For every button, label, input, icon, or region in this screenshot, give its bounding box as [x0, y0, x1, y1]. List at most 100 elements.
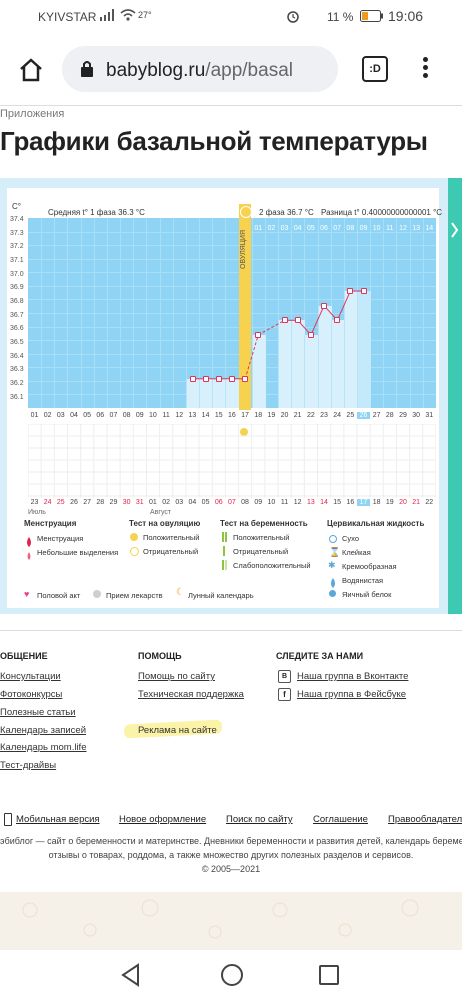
cycle-day-label: 29 [399, 412, 407, 419]
tabs-icon[interactable]: :D [362, 56, 388, 82]
temperature-bar[interactable] [278, 320, 293, 408]
temperature-point[interactable] [255, 331, 262, 338]
link-agreement[interactable]: Соглашение [313, 814, 368, 825]
legend-cervical-creamy: Кремообразная [342, 562, 397, 571]
link-copyright-holders[interactable]: Правообладателя [388, 814, 462, 825]
temperature-point[interactable] [215, 375, 222, 382]
y-tick-label: 36.4 [10, 352, 24, 360]
legend-spotting: Небольшие выделения [37, 548, 119, 557]
cycle-day-label: 12 [175, 412, 184, 419]
footer-link-support[interactable]: Техническая поддержка [138, 689, 244, 700]
menu-icon[interactable] [420, 54, 430, 84]
date-label: 12 [293, 499, 302, 506]
y-tick-label: 37.4 [10, 216, 24, 223]
cycle-day-label: 23 [320, 412, 328, 419]
temperature-bar[interactable] [304, 334, 319, 408]
chart-scroll-edge[interactable] [448, 178, 462, 614]
breadcrumb[interactable]: Приложения [0, 108, 65, 120]
temperature-point[interactable] [242, 375, 249, 382]
temperature-point[interactable] [294, 317, 301, 324]
temperature-point[interactable] [228, 375, 235, 382]
footer-col3-title: СЛЕДИТЕ ЗА НАМИ [276, 651, 364, 661]
temperature-bar[interactable] [343, 291, 358, 408]
temperature-bar[interactable] [317, 305, 332, 408]
pill-icon [93, 590, 101, 598]
home-nav-icon[interactable] [220, 963, 244, 992]
footer-link-facebook[interactable]: Наша группа в Фейсбуке [297, 689, 407, 700]
footer-link-photo-contests[interactable]: Фотоконкурсы [0, 689, 63, 700]
post-ovulation-day-label: 01 [254, 225, 263, 232]
url-text[interactable]: babyblog.ru/app/basal [106, 60, 322, 82]
temperature-bar[interactable] [212, 378, 227, 408]
ovulation-test-dot [240, 428, 248, 436]
y-tick-label: 36.6 [10, 325, 24, 333]
temperature-point[interactable] [321, 302, 328, 309]
cycle-day-label: 02 [43, 412, 52, 419]
temperature-point[interactable] [307, 331, 314, 338]
home-icon[interactable] [18, 58, 44, 87]
status-bar: KYIVSTAR 27° 11 % 19:06 [0, 0, 462, 34]
signal-icon [100, 9, 116, 24]
date-label: 25 [56, 499, 65, 506]
grid-line [28, 326, 436, 328]
moon-icon: ☾ [176, 587, 185, 598]
temperature-bar[interactable] [291, 320, 306, 408]
legend-intercourse: Половой акт [37, 591, 81, 600]
cycle-day-label: 31 [425, 412, 434, 419]
temperature-point[interactable] [202, 375, 209, 382]
temperature-bar[interactable] [251, 334, 266, 408]
post-ovulation-day-label: 10 [372, 225, 381, 232]
battery-percent: 11 % [327, 10, 354, 24]
date-label: 28 [96, 499, 105, 506]
footer-pattern [0, 892, 462, 950]
recents-nav-icon[interactable] [318, 964, 340, 991]
page-title: Графики базальной температуры [0, 126, 428, 156]
cycle-day-label: 01 [30, 412, 39, 419]
date-label: 14 [320, 499, 328, 506]
link-new-design[interactable]: Новое оформление [119, 814, 207, 825]
footer-link-help[interactable]: Помощь по сайту [138, 671, 215, 682]
temperature-bar[interactable] [185, 378, 201, 408]
date-label: 22 [425, 499, 434, 506]
footer-link-momlife[interactable]: Календарь mom.life [0, 742, 87, 753]
address-bar[interactable] [62, 46, 338, 92]
temperature-bar[interactable] [225, 378, 240, 408]
cycle-day-label: 28 [385, 412, 394, 419]
footer-link-test-drives[interactable]: Тест-драйвы [0, 760, 57, 771]
grid-line [28, 353, 436, 355]
cycle-day-label: 14 [201, 412, 210, 419]
temperature-point[interactable] [334, 317, 341, 324]
negative-ovulation-icon [130, 547, 139, 556]
cycle-day-label: 24 [333, 412, 342, 419]
date-label: 09 [254, 499, 263, 506]
alarm-icon [286, 9, 300, 26]
footer-link-vk[interactable]: Наша группа в Вконтакте [297, 671, 409, 682]
temperature-point[interactable] [347, 288, 354, 295]
footer-link-consultations[interactable]: Консультации [0, 671, 61, 682]
temperature-point[interactable] [360, 288, 367, 295]
footer-link-ads[interactable]: Реклама на сайте [138, 725, 217, 736]
link-mobile-version[interactable]: Мобильная версия [16, 814, 100, 825]
back-nav-icon[interactable] [120, 963, 142, 992]
post-ovulation-day-label: 03 [280, 225, 289, 232]
temperature-bar[interactable] [330, 320, 345, 408]
temperature-point[interactable] [281, 317, 288, 324]
date-label: 18 [372, 499, 381, 506]
phase1-label: Средняя t° 1 фаза 36.3 °С [48, 208, 145, 217]
temperature-bar[interactable] [199, 378, 214, 408]
y-tick-label: 37.2 [10, 243, 24, 251]
cycle-day-label: 20 [280, 412, 289, 419]
post-ovulation-day-label: 11 [386, 225, 394, 232]
footer-link-articles[interactable]: Полезные статьи [0, 707, 76, 718]
temperature-bar[interactable] [357, 291, 372, 408]
link-site-search[interactable]: Поиск по сайту [226, 814, 293, 825]
heart-icon: ♥ [24, 589, 30, 599]
temperature-point[interactable] [189, 375, 196, 382]
legend-cervical-sticky: Клейкая [342, 548, 371, 557]
date-label: 24 [43, 499, 52, 506]
sticky-icon: ⌛ [329, 547, 341, 557]
legend-cervical-eggwhite: Яичный белок [342, 590, 392, 599]
site-description-1: эбиблог — сайт о беременности и материнс… [0, 836, 462, 846]
browser-toolbar: babyblog.ru/app/basal :D [0, 34, 462, 106]
footer-link-calendar[interactable]: Календарь записей [0, 725, 87, 736]
